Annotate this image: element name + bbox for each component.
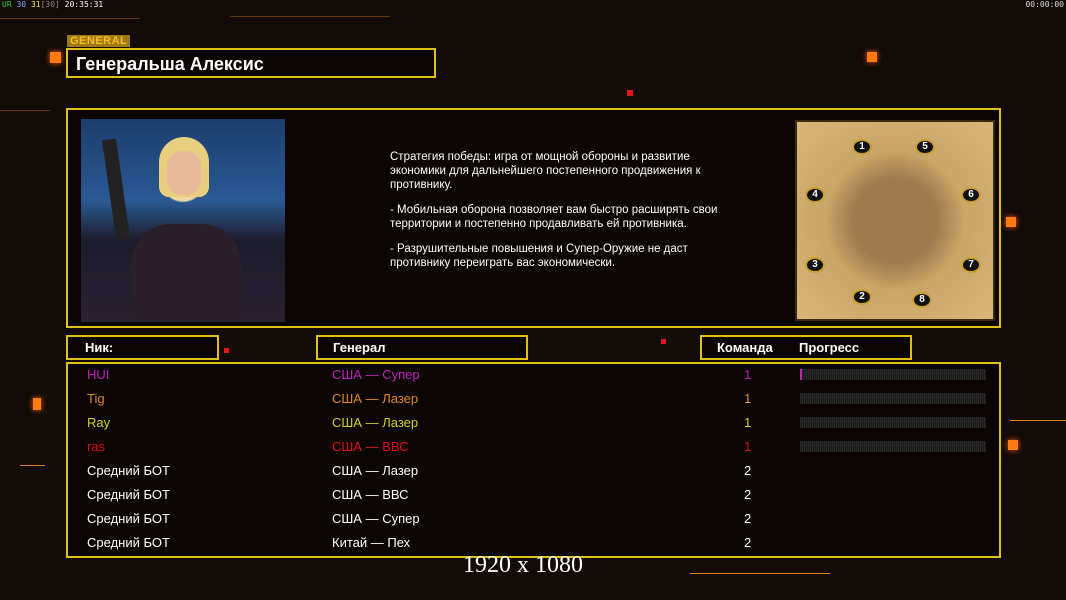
header-general: Генерал [316,335,528,360]
fps-label: UR [2,0,12,9]
player-row[interactable]: Ray США — Лазер 1 [68,411,999,435]
player-general[interactable]: США — Лазер [332,391,419,406]
player-nick: HUI [87,367,110,382]
stat-value: 30 [16,0,27,9]
player-nick: Tig [87,391,105,406]
start-position[interactable]: 4 [805,187,825,203]
bg-square [661,339,666,344]
bg-square [1006,217,1016,227]
bg-line [0,110,50,111]
bg-line [230,16,390,17]
bg-line [1010,420,1066,421]
bg-square [627,90,633,96]
player-team[interactable]: 2 [744,463,752,478]
general-info-panel: Стратегия победы: игра от мощной обороны… [66,108,1001,328]
header-label: Команда [717,340,773,355]
player-row[interactable]: ras США — ВВС 1 [68,435,999,459]
start-position[interactable]: 1 [852,139,872,155]
player-general[interactable]: США — ВВС [332,487,409,502]
description-paragraph: Стратегия победы: игра от мощной обороны… [390,151,701,191]
player-nick: Средний БОТ [87,511,170,526]
stat-value: [30] [40,0,60,9]
start-position[interactable]: 8 [912,292,932,308]
start-position[interactable]: 3 [805,257,825,273]
bg-square [224,348,229,353]
description-paragraph: - Разрушительные повышения и Супер-Оружи… [390,243,688,269]
player-general[interactable]: США — Супер [332,367,420,382]
description-paragraph: - Мобильная оборона позволяет вам быстро… [390,204,718,230]
player-nick: ras [87,439,106,454]
strategy-description: Стратегия победы: игра от мощной обороны… [390,150,720,281]
start-position[interactable]: 7 [961,257,981,273]
player-general[interactable]: США — Лазер [332,415,419,430]
player-nick: Средний БОТ [87,535,170,550]
bg-line [0,18,140,19]
player-team[interactable]: 1 [744,391,752,406]
player-team[interactable]: 1 [744,439,752,454]
header-label: Ник: [85,340,114,355]
player-general[interactable]: США — Супер [332,511,420,526]
game-clock: 00:00:00 [1025,0,1064,9]
player-nick: Средний БОТ [87,487,170,502]
player-nick: Средний БОТ [87,463,170,478]
stat-value: 31 [30,0,41,9]
general-name: Генеральша Алексис [76,54,264,74]
player-row[interactable]: Средний БОТ США — Супер 2 [68,507,999,531]
bg-square [50,52,61,63]
map-preview[interactable]: 1 2 3 4 5 6 7 8 [795,120,995,321]
header-nick: Ник: [66,335,219,360]
player-row[interactable]: Средний БОТ США — Лазер 2 [68,459,999,483]
player-nick: Ray [87,415,111,430]
player-team[interactable]: 1 [744,367,752,382]
header-label: Прогресс [799,340,860,355]
header-team-progress: Команда Прогресс [700,335,912,360]
bg-square [1008,440,1018,450]
player-row[interactable]: Средний БОТ США — ВВС 2 [68,483,999,507]
player-team[interactable]: 2 [744,487,752,502]
progress-bar [800,441,986,452]
progress-bar [800,369,986,380]
status-readout: UR 30 31[30] 20:35:31 [2,0,103,9]
progress-bar [800,417,986,428]
time: 20:35:31 [64,0,104,9]
general-portrait [81,119,285,322]
general-tag: GENERAL [67,35,131,47]
player-row[interactable]: HUI США — Супер 1 [68,363,999,387]
player-row[interactable]: Средний БОТ Китай — Пех 2 [68,531,999,555]
bg-square [33,398,41,410]
start-position[interactable]: 6 [961,187,981,203]
player-row[interactable]: Tig США — Лазер 1 [68,387,999,411]
player-general[interactable]: Китай — Пех [332,535,411,550]
progress-bar [800,393,986,404]
general-name-box: Генеральша Алексис [66,48,436,78]
player-team[interactable]: 2 [744,535,752,550]
start-position[interactable]: 5 [915,139,935,155]
bg-line [690,573,830,574]
players-table: HUI США — Супер 1 Tig США — Лазер 1 Ray США — Л… [66,362,1001,558]
player-general[interactable]: США — Лазер [332,463,419,478]
header-label: Генерал [333,340,386,355]
bg-square [867,52,877,62]
player-team[interactable]: 1 [744,415,752,430]
start-position[interactable]: 2 [852,289,872,305]
bg-line [20,465,45,466]
resolution-label: 1920 x 1080 [463,552,583,578]
player-team[interactable]: 2 [744,511,752,526]
player-general[interactable]: США — ВВС [332,439,409,454]
